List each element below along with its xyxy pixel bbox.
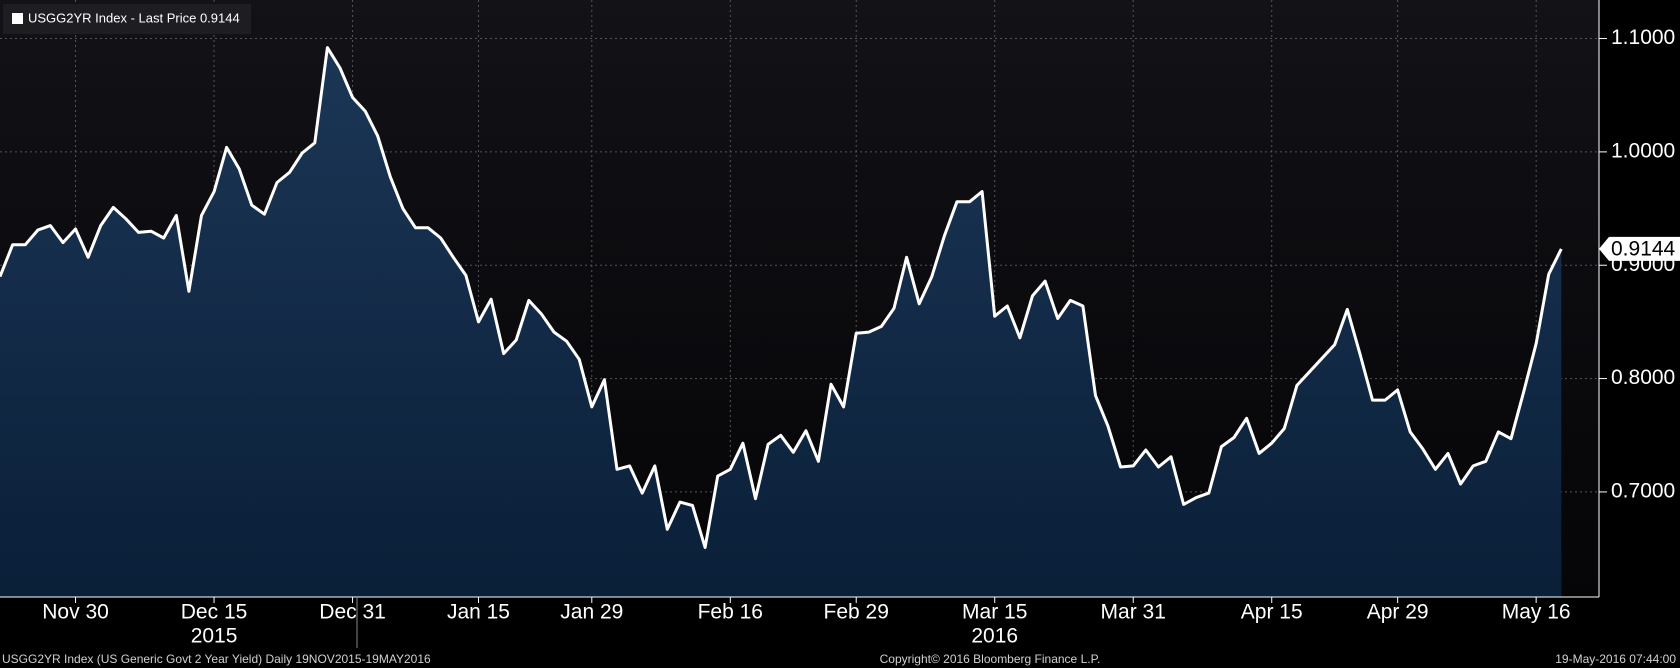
- footer-left: USGG2YR Index (US Generic Govt 2 Year Yi…: [2, 652, 431, 666]
- last-price-label: 0.9144: [1611, 237, 1676, 260]
- x-tick-label: Nov 30: [42, 601, 109, 624]
- footer-right: 19-May-2016 07:44:00: [1555, 652, 1676, 666]
- legend-box: [3, 4, 251, 34]
- x-tick-label: Jan 29: [560, 601, 623, 624]
- x-tick-label: Dec 31: [319, 601, 386, 624]
- x-tick-label: Apr 15: [1241, 601, 1303, 624]
- x-tick-label: Feb 29: [824, 601, 889, 624]
- legend-swatch: [12, 13, 23, 24]
- legend-label: USGG2YR Index - Last Price 0.9144: [28, 10, 240, 25]
- x-tick-label: Apr 29: [1367, 601, 1429, 624]
- x-tick-label: May 16: [1502, 601, 1571, 624]
- x-tick-label: Jan 15: [447, 601, 510, 624]
- marks: [0, 46, 1563, 598]
- footer-center: Copyright© 2016 Bloomberg Finance L.P.: [880, 652, 1101, 666]
- y-tick-label: 1.0000: [1611, 139, 1675, 162]
- y-tick-label: 1.1000: [1611, 26, 1675, 49]
- line: [0, 46, 1563, 549]
- y-tick-label: 0.8000: [1611, 366, 1675, 389]
- last-price-tag: [1599, 236, 1680, 261]
- year-label: 2016: [971, 625, 1018, 648]
- y-tick-label: 0.7000: [1611, 479, 1675, 502]
- x-tick-label: Dec 15: [181, 601, 248, 624]
- x-tick-label: Mar 31: [1101, 601, 1166, 624]
- x-tick-label: Feb 16: [698, 601, 763, 624]
- year-label: 2015: [191, 625, 238, 648]
- x-tick-label: Mar 15: [962, 601, 1027, 624]
